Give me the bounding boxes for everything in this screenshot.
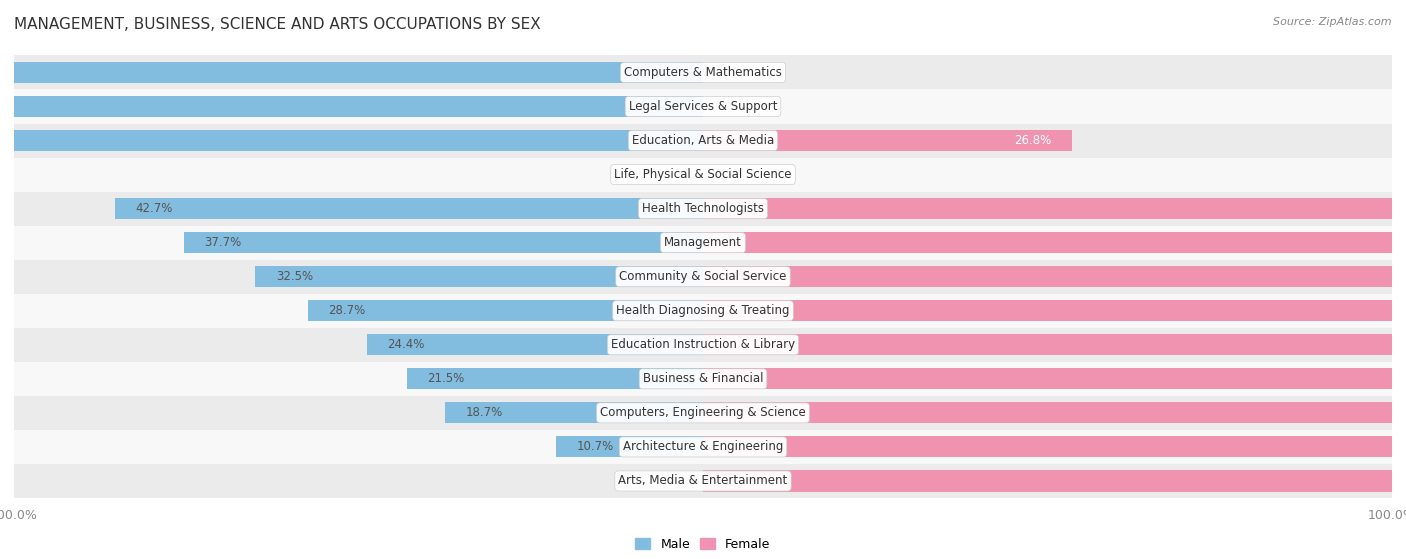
Bar <box>184 232 703 253</box>
Bar <box>703 368 1406 390</box>
Text: Source: ZipAtlas.com: Source: ZipAtlas.com <box>1274 17 1392 27</box>
Text: Arts, Media & Entertainment: Arts, Media & Entertainment <box>619 475 787 487</box>
Text: Architecture & Engineering: Architecture & Engineering <box>623 440 783 453</box>
Text: Computers & Mathematics: Computers & Mathematics <box>624 66 782 79</box>
Bar <box>703 402 1406 423</box>
Bar <box>14 55 1392 89</box>
Bar <box>14 124 1392 158</box>
Text: 24.4%: 24.4% <box>388 338 425 351</box>
Bar <box>703 300 1406 321</box>
Bar <box>14 192 1392 226</box>
Bar <box>367 334 703 356</box>
Text: 0.0%: 0.0% <box>714 66 744 79</box>
Bar <box>703 471 1406 491</box>
Bar <box>406 368 703 390</box>
Text: 10.7%: 10.7% <box>576 440 613 453</box>
Bar <box>0 130 703 151</box>
Bar <box>14 226 1392 260</box>
Bar <box>14 158 1392 192</box>
Bar <box>14 464 1392 498</box>
Text: 28.7%: 28.7% <box>328 304 366 318</box>
Text: Community & Social Service: Community & Social Service <box>619 270 787 283</box>
Text: 0.0%: 0.0% <box>662 475 692 487</box>
Legend: Male, Female: Male, Female <box>630 533 776 556</box>
Bar <box>14 396 1392 430</box>
Bar <box>256 266 703 287</box>
Bar <box>14 328 1392 362</box>
Bar <box>703 266 1406 287</box>
Bar <box>703 232 1406 253</box>
Bar <box>703 334 1406 356</box>
Text: 0.0%: 0.0% <box>714 100 744 113</box>
Bar <box>14 293 1392 328</box>
Bar <box>703 198 1406 219</box>
Bar <box>0 62 703 83</box>
Bar <box>308 300 703 321</box>
Text: Education, Arts & Media: Education, Arts & Media <box>631 134 775 147</box>
Text: 18.7%: 18.7% <box>465 406 503 419</box>
Text: Health Diagnosing & Treating: Health Diagnosing & Treating <box>616 304 790 318</box>
Bar <box>0 96 703 117</box>
Text: Computers, Engineering & Science: Computers, Engineering & Science <box>600 406 806 419</box>
Bar <box>703 437 1406 457</box>
Text: Management: Management <box>664 236 742 249</box>
Bar <box>14 362 1392 396</box>
Text: Legal Services & Support: Legal Services & Support <box>628 100 778 113</box>
Text: Education Instruction & Library: Education Instruction & Library <box>612 338 794 351</box>
Bar <box>555 437 703 457</box>
Bar <box>14 430 1392 464</box>
Text: 42.7%: 42.7% <box>135 202 173 215</box>
Bar <box>14 260 1392 293</box>
Text: 26.8%: 26.8% <box>1014 134 1052 147</box>
Text: Business & Financial: Business & Financial <box>643 372 763 385</box>
Text: 0.0%: 0.0% <box>714 168 744 181</box>
Text: MANAGEMENT, BUSINESS, SCIENCE AND ARTS OCCUPATIONS BY SEX: MANAGEMENT, BUSINESS, SCIENCE AND ARTS O… <box>14 17 541 32</box>
Bar <box>115 198 703 219</box>
Text: 32.5%: 32.5% <box>276 270 314 283</box>
Text: 0.0%: 0.0% <box>662 168 692 181</box>
Text: 37.7%: 37.7% <box>204 236 242 249</box>
Bar <box>446 402 703 423</box>
Bar <box>703 130 1073 151</box>
Text: Health Technologists: Health Technologists <box>643 202 763 215</box>
Text: 21.5%: 21.5% <box>427 372 464 385</box>
Text: Life, Physical & Social Science: Life, Physical & Social Science <box>614 168 792 181</box>
Bar <box>14 89 1392 124</box>
